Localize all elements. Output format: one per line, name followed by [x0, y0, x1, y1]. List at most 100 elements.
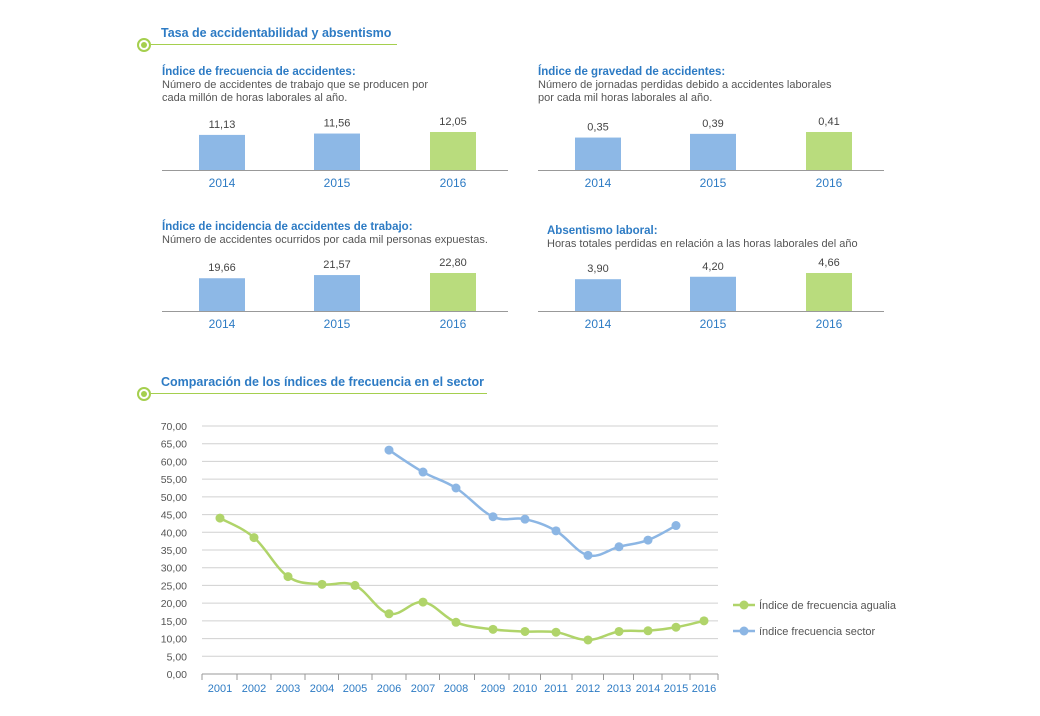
- y-tick-label: 35,00: [161, 545, 187, 557]
- x-tick-label: 2009: [481, 683, 505, 695]
- panel-gravedad: Índice de gravedad de accidentes: Número…: [538, 66, 884, 196]
- header-rule: [151, 393, 487, 394]
- series-point: [671, 622, 681, 632]
- series-point: [317, 579, 327, 589]
- header-rule: [151, 44, 397, 45]
- series-point: [614, 626, 624, 636]
- y-tick-label: 50,00: [161, 492, 187, 504]
- legend-swatch-marker: [739, 600, 749, 610]
- bar-value-label: 11,13: [209, 119, 236, 131]
- x-tick-label: 2015: [664, 683, 688, 695]
- x-tick-label: 2002: [242, 683, 266, 695]
- bar-value-label: 11,56: [324, 118, 351, 130]
- x-tick-label: 2014: [636, 683, 660, 695]
- y-tick-label: 10,00: [161, 634, 187, 646]
- legend-swatch-marker: [739, 626, 749, 636]
- series-point: [418, 467, 428, 477]
- x-tick-label: 2016: [816, 317, 843, 331]
- bar-chart-frecuencia: 11,13 2014 11,56 2015 12,05 2016: [162, 116, 508, 190]
- series-point: [643, 535, 653, 545]
- x-tick-label: 2003: [276, 683, 300, 695]
- x-tick-label: 2016: [440, 317, 467, 331]
- bar-value-label: 19,66: [208, 262, 236, 274]
- x-tick-label: 2011: [544, 683, 568, 695]
- series-point: [614, 542, 624, 552]
- series-point: [551, 526, 561, 536]
- bar-2016: [806, 132, 852, 170]
- bar-2015: [314, 133, 360, 170]
- section-header-comparacion: Comparación de los índices de frecuencia…: [137, 375, 487, 405]
- bar-2016: [430, 273, 476, 311]
- y-tick-label: 15,00: [161, 616, 187, 628]
- series-point: [520, 626, 530, 636]
- series-point: [215, 513, 225, 523]
- bar-2016: [806, 273, 852, 311]
- x-tick-label: 2015: [700, 317, 727, 331]
- series-point: [451, 483, 461, 493]
- series-point: [551, 627, 561, 637]
- y-tick-label: 65,00: [161, 439, 187, 451]
- series-line-1: [388, 449, 677, 558]
- x-tick-label: 2010: [513, 683, 537, 695]
- x-tick-label: 2015: [700, 176, 727, 190]
- panel-description: Número de accidentes ocurridos por cada …: [162, 234, 488, 246]
- bar-value-label: 12,05: [439, 116, 467, 128]
- series-line-0: [219, 517, 705, 642]
- legend-label: Índice de frecuencia agualia: [759, 599, 897, 612]
- series-point: [249, 533, 259, 543]
- section-title: Comparación de los índices de frecuencia…: [161, 375, 485, 389]
- x-tick-label: 2013: [607, 683, 631, 695]
- y-tick-label: 40,00: [161, 527, 187, 539]
- bar-value-label: 21,57: [323, 259, 351, 271]
- x-tick-label: 2016: [440, 176, 467, 190]
- panel-description: Número de jornadas perdidas debido a acc…: [538, 79, 832, 104]
- panel-title: Índice de incidencia de accidentes de tr…: [162, 221, 413, 233]
- bar-value-label: 4,66: [818, 257, 839, 269]
- series-point: [699, 616, 709, 626]
- x-tick-label: 2001: [208, 683, 232, 695]
- series-point: [488, 624, 498, 634]
- x-tick-label: 2007: [411, 683, 435, 695]
- bar-value-label: 0,39: [702, 118, 723, 130]
- bar-value-label: 4,20: [702, 261, 723, 273]
- green-bullet-icon: [137, 38, 151, 52]
- panel-incidencia: Índice de incidencia de accidentes de tr…: [162, 221, 508, 351]
- series-point: [283, 572, 293, 582]
- bar-value-label: 3,90: [587, 263, 608, 275]
- bar-chart-incidencia: 19,66 2014 21,57 2015 22,80 2016: [162, 257, 508, 331]
- y-tick-label: 30,00: [161, 563, 187, 575]
- legend-label: índice frecuencia sector: [759, 626, 876, 638]
- y-tick-label: 70,00: [161, 421, 187, 433]
- x-tick-label: 2016: [692, 683, 716, 695]
- y-tick-label: 55,00: [161, 474, 187, 486]
- panel-frecuencia: Índice de frecuencia de accidentes: Núme…: [162, 66, 508, 196]
- bar-2015: [690, 276, 736, 311]
- bar-2015: [690, 133, 736, 170]
- series-point: [520, 514, 530, 524]
- series-point: [384, 445, 394, 455]
- bar-2014: [575, 137, 621, 170]
- bar-2014: [575, 279, 621, 311]
- y-tick-label: 25,00: [161, 580, 187, 592]
- series-point: [451, 617, 461, 627]
- section-title: Tasa de accidentabilidad y absentismo: [161, 26, 392, 40]
- x-tick-label: 2015: [324, 317, 351, 331]
- y-tick-label: 0,00: [167, 669, 188, 681]
- section-header-accidentabilidad: Tasa de accidentabilidad y absentismo: [137, 26, 397, 56]
- bar-2016: [430, 132, 476, 170]
- x-tick-label: 2014: [209, 317, 236, 331]
- y-tick-label: 45,00: [161, 510, 187, 522]
- series-point: [488, 512, 498, 522]
- panel-title: Índice de gravedad de accidentes:: [538, 66, 726, 78]
- y-tick-label: 20,00: [161, 598, 187, 610]
- bar-value-label: 22,80: [439, 257, 467, 269]
- series-point: [583, 550, 593, 560]
- panel-description: Número de accidentes de trabajo que se p…: [162, 79, 429, 104]
- bar-2015: [314, 275, 360, 311]
- bar-chart-gravedad: 0,35 2014 0,39 2015 0,41 2016: [538, 116, 884, 190]
- y-tick-label: 60,00: [161, 456, 187, 468]
- panel-description: Horas totales perdidas en relación a las…: [547, 238, 858, 250]
- panel-absentismo: Absentismo laboral: Horas totales perdid…: [538, 225, 884, 355]
- bar-2014: [199, 278, 245, 311]
- bar-2014: [199, 134, 245, 170]
